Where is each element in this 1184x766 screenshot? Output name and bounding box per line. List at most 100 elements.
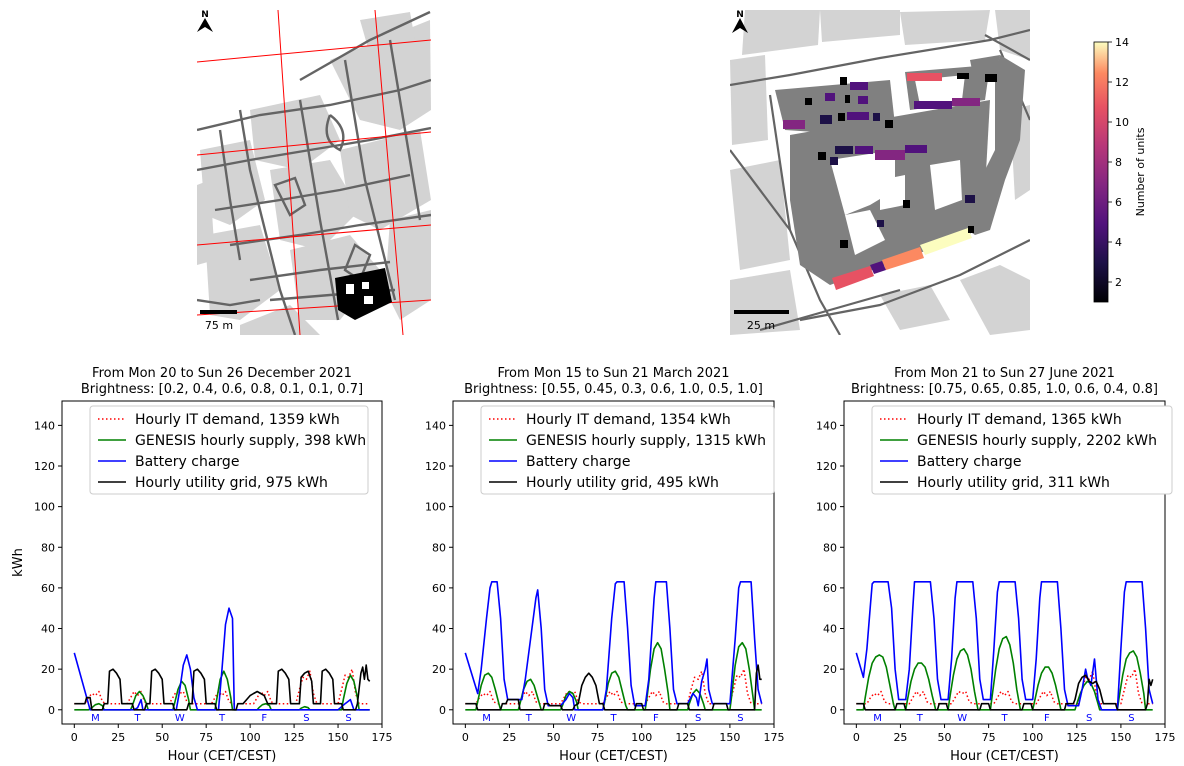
x-tick-label: 175 — [372, 731, 393, 744]
day-label: W — [957, 713, 967, 724]
series-group — [73, 607, 371, 711]
day-label: T — [916, 713, 924, 724]
x-tick-label: 25 — [893, 731, 907, 744]
legend-entry: Hourly utility grid, 975 kWh — [135, 475, 328, 491]
x-axis-label: Hour (CET/CEST) — [950, 749, 1059, 764]
day-label: T — [609, 713, 617, 724]
y-tick-label: 20 — [823, 663, 837, 676]
series-line-genesis — [856, 635, 1153, 711]
y-tick-label: 120 — [34, 460, 55, 473]
scale-bar-label: 75 m — [205, 319, 233, 332]
day-label: M — [482, 713, 491, 724]
x-tick-label: 75 — [199, 731, 213, 744]
legend: Hourly IT demand, 1359 kWh GENESIS hourly… — [89, 405, 369, 495]
day-label: T — [525, 713, 533, 724]
series-group — [855, 581, 1154, 711]
day-label: M — [873, 713, 882, 724]
chart-panel: From Mon 21 to Sun 27 June 2021Brightnes… — [816, 366, 1176, 764]
site-map: N 25 m — [730, 10, 1030, 335]
x-tick-label: 175 — [764, 731, 785, 744]
series-line-battery — [73, 607, 370, 711]
series-line-demand — [856, 668, 1153, 705]
grid-overlay — [197, 10, 431, 335]
day-label: S — [737, 713, 743, 724]
day-label: S — [345, 713, 351, 724]
legend-entry: Battery charge — [135, 454, 239, 470]
legend-entry: Hourly IT demand, 1359 kWh — [135, 412, 340, 428]
y-tick-label: 0 — [439, 704, 446, 717]
context-buildings — [197, 12, 431, 335]
x-tick-label: 100 — [631, 731, 652, 744]
scale-bar-label: 25 m — [747, 319, 775, 332]
chart-panel: From Mon 20 to Sun 26 December 2021Brigh… — [11, 366, 393, 764]
scale-bar: 25 m — [734, 310, 789, 332]
x-axis-label: Hour (CET/CEST) — [168, 749, 277, 764]
chart-title: From Mon 21 to Sun 27 June 2021 — [894, 366, 1115, 381]
legend-entry: Hourly IT demand, 1354 kWh — [526, 412, 731, 428]
y-axis-label: kWh — [11, 548, 26, 577]
day-label: M — [91, 713, 100, 724]
colorbar-tick-label: 10 — [1115, 116, 1129, 129]
street-network — [197, 10, 431, 335]
day-label: S — [695, 713, 701, 724]
x-tick-label: 175 — [1155, 731, 1176, 744]
legend-entry: GENESIS hourly supply, 398 kWh — [135, 433, 366, 449]
x-tick-label: 150 — [328, 731, 349, 744]
day-label: F — [653, 713, 659, 724]
legend-entry: Hourly utility grid, 495 kWh — [526, 475, 719, 491]
y-tick-label: 20 — [432, 663, 446, 676]
colorbar-ticks: 2 4 6 8 10 12 14 — [1108, 36, 1129, 289]
plot-frame — [61, 400, 383, 725]
target-building-site — [335, 268, 392, 320]
scale-bar: 75 m — [200, 310, 237, 332]
plot-frame — [452, 400, 775, 725]
charts: From Mon 20 to Sun 26 December 2021Brigh… — [11, 366, 1176, 764]
y-tick-label: 0 — [830, 704, 837, 717]
y-tick-label: 120 — [816, 460, 837, 473]
x-tick-label: 100 — [240, 731, 261, 744]
legend-box — [871, 405, 1173, 495]
x-tick-label: 25 — [111, 731, 125, 744]
day-label: F — [261, 713, 267, 724]
y-tick-label: 60 — [823, 582, 837, 595]
series-line-grid — [465, 664, 762, 711]
series-line-grid — [856, 674, 1154, 711]
chart-subtitle: Brightness: [0.2, 0.4, 0.6, 0.8, 0.1, 0.… — [81, 382, 363, 397]
legend-entry: Battery charge — [917, 454, 1021, 470]
y-tick-label: 140 — [34, 419, 55, 432]
y-tick-label: 120 — [425, 460, 446, 473]
x-tick-label: 150 — [719, 731, 740, 744]
day-label: S — [303, 713, 309, 724]
series-line-battery — [464, 581, 763, 711]
x-tick-label: 0 — [462, 731, 469, 744]
chart-title: From Mon 15 to Sun 21 March 2021 — [497, 366, 729, 381]
y-tick-label: 80 — [432, 541, 446, 554]
chart-panel: From Mon 15 to Sun 21 March 2021Brightne… — [425, 366, 785, 764]
x-tick-label: 75 — [591, 731, 605, 744]
target-building — [775, 55, 1025, 285]
legend-entry: GENESIS hourly supply, 1315 kWh — [526, 433, 766, 449]
colorbar-gradient — [1093, 41, 1109, 303]
colorbar-tick-label: 4 — [1115, 236, 1122, 249]
day-label: W — [566, 713, 576, 724]
legend: Hourly IT demand, 1354 kWh GENESIS hourly… — [480, 405, 775, 495]
y-tick-label: 140 — [425, 419, 446, 432]
y-tick-label: 80 — [41, 541, 55, 554]
x-tick-label: 0 — [853, 731, 860, 744]
colorbar-tick-label: 6 — [1115, 196, 1122, 209]
legend-entry: Battery charge — [526, 454, 630, 470]
y-tick-label: 60 — [432, 582, 446, 595]
legend-box — [480, 405, 775, 495]
day-label: T — [1000, 713, 1008, 724]
north-label: N — [736, 10, 744, 20]
series-group — [464, 581, 763, 711]
chart-subtitle: Brightness: [0.75, 0.65, 0.85, 1.0, 0.6,… — [851, 382, 1158, 397]
x-tick-label: 25 — [502, 731, 516, 744]
day-label: T — [218, 713, 226, 724]
y-tick-label: 100 — [816, 501, 837, 514]
y-tick-label: 100 — [425, 501, 446, 514]
series-line-demand — [465, 668, 762, 705]
x-tick-label: 100 — [1022, 731, 1043, 744]
x-tick-label: 50 — [938, 731, 952, 744]
